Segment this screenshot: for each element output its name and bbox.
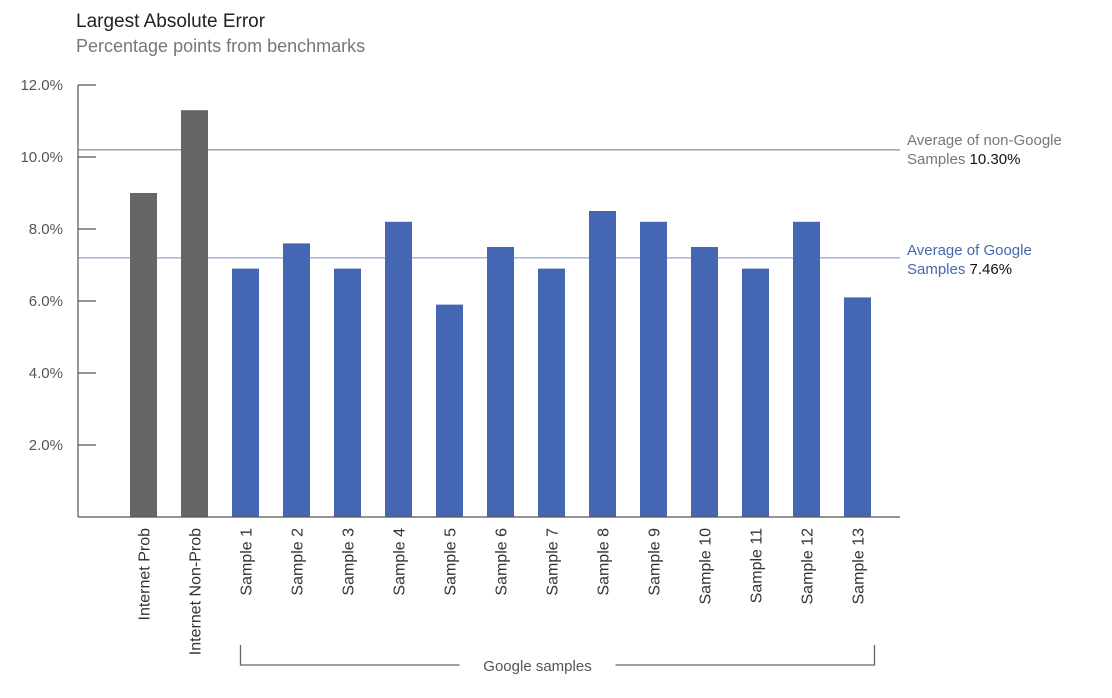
bar-9 (538, 268, 565, 517)
bars (130, 110, 871, 518)
bar-1 (130, 193, 157, 517)
y-tick-label: 10.0% (20, 149, 63, 166)
x-category-label: Sample 8 (596, 528, 613, 596)
bar-3 (232, 268, 259, 517)
y-tick-label: 6.0% (29, 293, 63, 310)
bracket-label: Google samples (483, 658, 591, 675)
chart-title: Largest Absolute Error (76, 11, 266, 32)
google-average-label-line1: Average of Google (907, 242, 1032, 259)
bar-5 (334, 268, 361, 517)
google-average-label-line2: Samples 7.46% (907, 261, 1012, 278)
x-category-label: Internet Non-Prob (188, 528, 205, 655)
x-category-label: Sample 11 (749, 528, 766, 603)
x-category-label: Sample 13 (851, 528, 868, 605)
bar-15 (844, 297, 871, 517)
bar-8 (487, 247, 514, 517)
x-axis-labels: Internet Prob Internet Non-Prob Sample 1 Sa… (137, 528, 868, 655)
x-category-label: Sample 10 (698, 528, 715, 605)
x-category-label: Sample 4 (392, 528, 409, 596)
y-axis-ticks: 2.0% 4.0% 6.0% 8.0% 10.0% 12.0% (20, 77, 96, 454)
bar-14 (793, 221, 820, 518)
google-average-value: 7.46% (970, 261, 1013, 278)
y-tick-label: 4.0% (29, 365, 63, 382)
bar-11 (640, 221, 667, 518)
y-tick-label: 2.0% (29, 437, 63, 454)
bracket-left (239, 645, 460, 666)
bar-7 (436, 304, 463, 517)
bar-6 (385, 221, 412, 518)
bar-12 (691, 247, 718, 517)
bar-4 (283, 243, 310, 517)
y-tick-label: 12.0% (20, 77, 63, 94)
x-category-label: Sample 7 (545, 528, 562, 596)
x-category-label: Sample 3 (341, 528, 358, 596)
google-average-label-prefix: Samples (907, 261, 970, 278)
x-category-label: Sample 12 (800, 528, 817, 605)
nongoogle-average-label-line2: Samples 10.30% (907, 151, 1020, 168)
bar-10 (589, 211, 616, 517)
google-samples-bracket: Google samples (239, 645, 876, 675)
y-tick-label: 8.0% (29, 221, 63, 238)
bracket-right (615, 645, 876, 666)
nongoogle-average-label-line1: Average of non-Google (907, 132, 1062, 149)
bar-2 (181, 110, 208, 517)
x-category-label: Sample 6 (494, 528, 511, 596)
bar-13 (742, 268, 769, 517)
x-category-label: Sample 5 (443, 528, 460, 596)
x-category-label: Internet Prob (137, 528, 154, 621)
nongoogle-average-value: 10.30% (970, 151, 1021, 168)
nongoogle-average-label-prefix: Samples (907, 151, 970, 168)
chart-subtitle: Percentage points from benchmarks (76, 36, 365, 56)
x-category-label: Sample 2 (290, 528, 307, 596)
x-category-label: Sample 1 (239, 528, 256, 596)
x-category-label: Sample 9 (647, 528, 664, 596)
reference-annotations: Average of non-Google Samples 10.30% Avera… (907, 132, 1062, 278)
